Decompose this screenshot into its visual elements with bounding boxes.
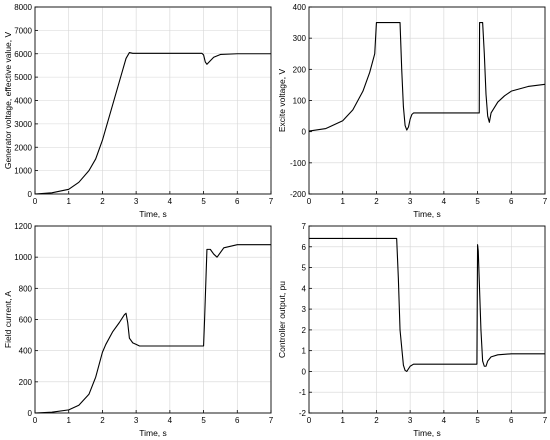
x-tick-label: 0 [307,197,312,206]
x-tick-label: 0 [33,416,38,425]
x-tick-label: 0 [307,416,312,425]
x-tick-label: 4 [168,197,173,206]
y-tick-label: 0 [302,128,307,137]
x-tick-label: 2 [100,416,105,425]
plot-border [34,225,272,414]
x-tick-label: 2 [374,416,379,425]
series-line-1 [34,244,271,414]
y-tick-label: 7000 [14,26,32,35]
y-tick-label: 2000 [14,143,32,152]
x-tick-label: 3 [408,197,413,206]
x-tick-label: 3 [408,416,413,425]
chart-panel-3: 0 1 2 3 4 5 6 7 0 200 400 600 800 1000 1200 Time, s Fiel… [3,222,274,438]
y-tick-label: 0 [302,367,307,376]
plot-border [34,6,272,195]
y-tick-label: 300 [293,34,307,43]
x-tick-label: 6 [235,416,240,425]
plot-area [308,225,546,414]
series-line-1 [308,22,546,132]
x-tick-label: 3 [134,416,139,425]
x-tick-label: 6 [509,416,514,425]
y-tick-label: -1 [299,388,307,397]
y-tick-label: 0 [28,409,33,418]
y-tick-label: 5000 [14,73,32,82]
y-tick-label: 100 [293,97,307,106]
x-tick-label: 1 [66,416,71,425]
x-tick-label: 5 [201,197,206,206]
chart-panel-4: 0 1 2 3 4 5 6 7 -2 -1 0 1 2 3 4 5 6 7 Time, s Controller ou… [277,222,548,438]
x-tick-label: 5 [201,416,206,425]
x-tick-label: 0 [33,197,38,206]
x-axis-label: Time, s [413,209,441,219]
y-tick-label: 4 [302,284,307,293]
y-tick-label: 400 [19,347,33,356]
plot-border [308,6,546,195]
y-tick-label: 600 [19,316,33,325]
y-tick-label: 1000 [14,167,32,176]
x-tick-label: 5 [475,416,480,425]
x-tick-label: 4 [168,416,173,425]
x-tick-label: 7 [269,416,274,425]
x-axis-label: Time, s [139,428,167,438]
x-axis-label: Time, s [413,428,441,438]
x-tick-label: 1 [66,197,71,206]
y-tick-label: 1200 [14,222,32,231]
x-axis-label: Time, s [139,209,167,219]
x-tick-label: 1 [340,416,345,425]
x-tick-label: 6 [235,197,240,206]
y-tick-label: 3000 [14,120,32,129]
y-axis-label: Field current, A [3,291,13,348]
x-tick-label: 7 [543,416,548,425]
series-line-1 [34,52,271,195]
y-tick-label: 5 [302,264,307,273]
y-tick-label: 3 [302,305,307,314]
y-tick-label: -100 [290,159,307,168]
y-axis-label: Controller output, pu [277,281,287,358]
x-tick-label: 2 [100,197,105,206]
series-line-1 [309,237,545,372]
y-tick-label: 6 [302,243,307,252]
x-tick-label: 3 [134,197,139,206]
y-tick-label: 8000 [14,3,32,12]
x-tick-label: 7 [543,197,548,206]
y-tick-label: 4000 [14,97,32,106]
x-tick-label: 6 [509,197,514,206]
y-axis-label: Generator voltage, effective value, V [3,32,13,170]
x-tick-label: 4 [442,416,447,425]
chart-panel-2: 0 1 2 3 4 5 6 7 -200 -100 0 100 200 300 400 Time, s Exci… [277,3,548,219]
x-tick-label: 2 [374,197,379,206]
y-tick-label: 200 [19,378,33,387]
y-axis-label: Excite voltage, V [277,69,287,133]
x-tick-label: 7 [269,197,274,206]
x-tick-label: 1 [340,197,345,206]
y-tick-label: 400 [293,3,307,12]
chart-panel-1: 0 1 2 3 4 5 6 7 0 1000 2000 3000 4000 5000 6000 7000 800… [3,3,274,219]
x-tick-label: 4 [442,197,447,206]
y-tick-label: 1000 [14,253,32,262]
y-tick-label: 800 [19,284,33,293]
y-tick-label: 1 [302,347,307,356]
y-tick-label: 6000 [14,50,32,59]
y-tick-label: -200 [290,190,307,199]
y-tick-label: 2 [302,326,307,335]
plot-border [308,225,546,414]
y-tick-label: 7 [302,222,307,231]
y-tick-label: -2 [299,409,307,418]
x-tick-label: 5 [475,197,480,206]
y-tick-label: 0 [28,190,33,199]
y-tick-label: 200 [293,65,307,74]
